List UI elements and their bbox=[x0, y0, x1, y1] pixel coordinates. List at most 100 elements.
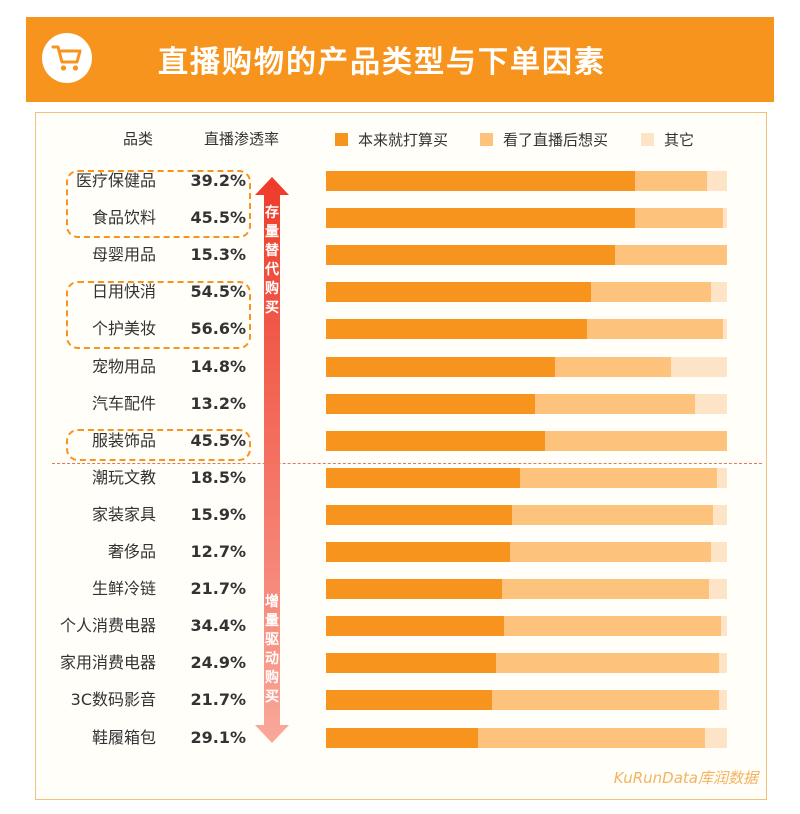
stacked-bar bbox=[326, 208, 727, 228]
bar-segment bbox=[504, 616, 721, 636]
bar-segment bbox=[510, 542, 711, 562]
stacked-bar bbox=[326, 579, 727, 599]
penetration-rate: 45.5% bbox=[190, 208, 246, 227]
penetration-rate: 24.9% bbox=[190, 653, 246, 672]
bar-segment bbox=[710, 542, 727, 562]
bar-segment bbox=[326, 208, 635, 228]
penetration-rate: 56.6% bbox=[190, 319, 246, 338]
shopping-cart-icon bbox=[51, 45, 82, 71]
legend-swatch-live-driven bbox=[480, 133, 493, 146]
group-divider bbox=[52, 463, 762, 464]
legend-swatch-other bbox=[641, 133, 654, 146]
bar-segment bbox=[326, 468, 521, 488]
penetration-rate: 13.2% bbox=[190, 394, 246, 413]
bar-segment bbox=[722, 319, 727, 339]
bar-segment bbox=[326, 431, 545, 451]
stacked-bar bbox=[326, 245, 727, 265]
bar-segment bbox=[326, 690, 493, 710]
bar-segment bbox=[712, 505, 727, 525]
category-label: 日用快消 bbox=[91, 282, 156, 301]
bar-segment bbox=[706, 171, 727, 191]
legend-item-live-driven: 看了直播后想买 bbox=[480, 129, 608, 150]
highlight-box-apparel bbox=[66, 429, 251, 461]
bar-segment bbox=[326, 171, 635, 191]
penetration-rate: 15.3% bbox=[190, 245, 246, 264]
bar-segment bbox=[634, 208, 723, 228]
bar-segment bbox=[520, 468, 717, 488]
penetration-rate: 39.2% bbox=[190, 171, 246, 190]
penetration-rate: 14.8% bbox=[190, 357, 246, 376]
bar-segment bbox=[590, 282, 711, 302]
category-label: 家装家具 bbox=[91, 505, 156, 524]
bar-segment bbox=[326, 394, 535, 414]
category-label: 食品饮料 bbox=[91, 208, 156, 227]
penetration-rate: 45.5% bbox=[190, 431, 246, 450]
stacked-bar bbox=[326, 468, 727, 488]
bar-segment bbox=[478, 728, 705, 748]
bar-segment bbox=[326, 505, 513, 525]
highlight-box-daily-beauty bbox=[66, 281, 251, 349]
category-label: 汽车配件 bbox=[91, 394, 156, 413]
stacked-bar bbox=[326, 728, 727, 748]
side-label-top-text: 存量替代购买 bbox=[265, 205, 279, 316]
bar-segment bbox=[634, 171, 707, 191]
category-label: 生鲜冷链 bbox=[91, 579, 156, 598]
column-header-rate: 直播渗透率 bbox=[204, 130, 280, 148]
stacked-bar bbox=[326, 171, 727, 191]
legend-swatch-planned bbox=[335, 133, 348, 146]
bar-segment bbox=[704, 728, 727, 748]
stacked-bar bbox=[326, 431, 727, 451]
stacked-bar bbox=[326, 653, 727, 673]
category-label: 奢侈品 bbox=[107, 542, 156, 561]
category-label: 母婴用品 bbox=[91, 245, 156, 264]
penetration-rate: 54.5% bbox=[190, 282, 246, 301]
bar-segment bbox=[710, 282, 727, 302]
highlight-box-health-food bbox=[66, 170, 251, 238]
bar-segment bbox=[502, 579, 709, 599]
double-arrow-icon bbox=[255, 177, 289, 743]
bar-segment bbox=[554, 357, 671, 377]
legend-item-planned: 本来就打算买 bbox=[335, 129, 448, 150]
bar-segment bbox=[716, 468, 727, 488]
bar-segment bbox=[326, 542, 511, 562]
category-label: 鞋履箱包 bbox=[91, 728, 156, 747]
penetration-rate: 18.5% bbox=[190, 468, 246, 487]
penetration-rate: 12.7% bbox=[190, 542, 246, 561]
bar-segment bbox=[326, 728, 479, 748]
bar-segment bbox=[326, 653, 497, 673]
category-label: 服装饰品 bbox=[91, 431, 156, 450]
legend-item-other: 其它 bbox=[641, 129, 694, 150]
penetration-rate: 21.7% bbox=[190, 579, 246, 598]
bar-segment bbox=[326, 579, 503, 599]
category-label: 家用消费电器 bbox=[59, 653, 156, 672]
bar-segment bbox=[614, 245, 727, 265]
bar-segment bbox=[534, 394, 695, 414]
bar-segment bbox=[512, 505, 713, 525]
category-label: 医疗保健品 bbox=[75, 171, 156, 190]
bar-segment bbox=[718, 690, 727, 710]
bar-segment bbox=[718, 653, 727, 673]
bar-segment bbox=[326, 616, 505, 636]
column-header-category: 品类 bbox=[123, 130, 154, 148]
stacked-bar bbox=[326, 542, 727, 562]
bar-segment bbox=[708, 579, 727, 599]
bar-segment bbox=[326, 245, 615, 265]
stacked-bar bbox=[326, 394, 727, 414]
stacked-bar bbox=[326, 357, 727, 377]
side-label-stock-replacement: 存量替代购买 bbox=[259, 204, 285, 318]
bar-segment bbox=[326, 357, 555, 377]
stacked-bar bbox=[326, 690, 727, 710]
category-label: 个护美妆 bbox=[91, 319, 156, 338]
category-label: 3C数码影音 bbox=[70, 690, 156, 709]
bar-segment bbox=[694, 394, 727, 414]
page-title: 直播购物的产品类型与下单因素 bbox=[158, 45, 606, 80]
side-label-incremental: 增量驱动购买 bbox=[259, 593, 285, 707]
penetration-rate: 21.7% bbox=[190, 690, 246, 709]
legend-label-other: 其它 bbox=[664, 131, 695, 149]
bar-segment bbox=[492, 690, 719, 710]
bar-segment bbox=[496, 653, 719, 673]
bar-segment bbox=[326, 282, 591, 302]
stacked-bar bbox=[326, 505, 727, 525]
category-label: 宠物用品 bbox=[91, 357, 156, 376]
stacked-bar bbox=[326, 282, 727, 302]
